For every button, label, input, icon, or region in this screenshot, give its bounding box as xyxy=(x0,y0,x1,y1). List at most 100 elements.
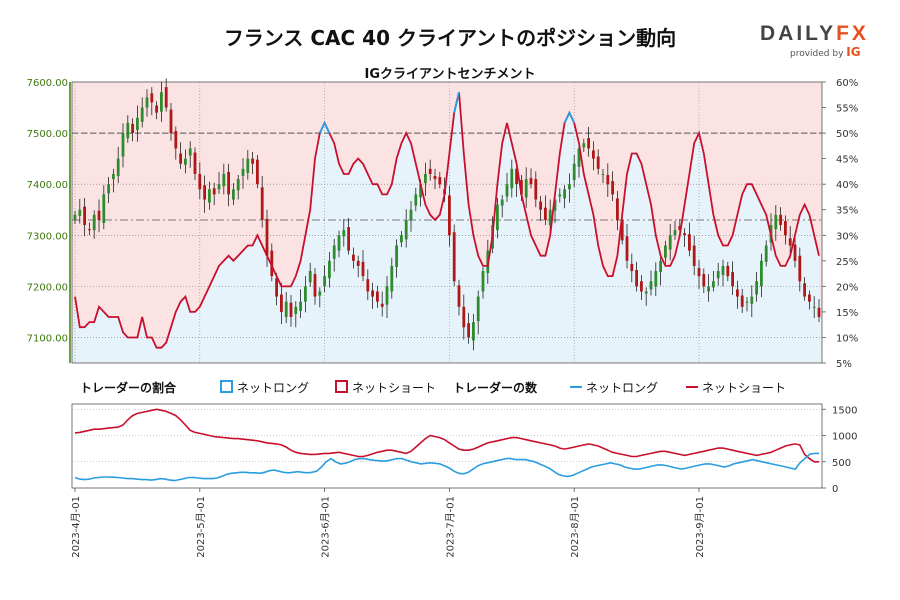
candle-body xyxy=(668,235,672,250)
candle-body xyxy=(419,184,422,198)
candle-body xyxy=(496,204,499,231)
candle-body xyxy=(131,123,134,134)
candle-body xyxy=(236,179,240,191)
candle-body xyxy=(640,281,643,292)
count-tick-label: 1000 xyxy=(832,432,857,443)
percent-tick-label: 10% xyxy=(836,333,858,344)
candle-body xyxy=(251,158,254,164)
candle-body xyxy=(457,285,461,307)
candle-body xyxy=(188,148,192,156)
legend-net-long[interactable]: ネットロング xyxy=(220,379,309,396)
legend-count-long[interactable]: ネットロング xyxy=(570,379,658,396)
legend-count-title: トレーダーの数 xyxy=(453,381,538,395)
percent-tick-label: 55% xyxy=(836,104,858,115)
candle-body xyxy=(227,171,230,195)
candle-body xyxy=(678,226,682,231)
candle-body xyxy=(121,133,125,157)
candle-body xyxy=(323,276,326,287)
candle-body xyxy=(246,158,250,173)
candle-body xyxy=(174,131,178,149)
candle-body xyxy=(284,301,288,318)
candle-body xyxy=(712,281,715,288)
candle-body xyxy=(601,173,605,175)
percent-tick-label: 25% xyxy=(836,257,858,268)
candle-body xyxy=(524,179,528,198)
date-tick-label: 2023-4月-01 xyxy=(70,496,82,558)
net-long-area xyxy=(72,92,822,363)
count-net-short-line xyxy=(74,408,819,463)
candle-body xyxy=(817,307,821,318)
candle-body xyxy=(548,209,552,226)
date-tick-label: 2023-6月-01 xyxy=(320,496,332,558)
candle-body xyxy=(342,230,346,237)
count-short-line-icon xyxy=(686,386,698,388)
candle-body xyxy=(683,233,686,236)
candle-body xyxy=(635,270,638,287)
candle-body xyxy=(116,158,120,177)
candle-body xyxy=(352,254,355,261)
candle-body xyxy=(472,322,475,341)
candle-body xyxy=(92,214,96,231)
percent-tick-label: 15% xyxy=(836,308,858,319)
candle-body xyxy=(145,97,149,108)
candle-body xyxy=(553,199,557,211)
candle-body xyxy=(198,173,202,190)
percent-tick-label: 20% xyxy=(836,282,858,293)
candle-body xyxy=(798,255,802,282)
candle-body xyxy=(366,279,370,292)
candle-body xyxy=(313,274,317,297)
candle-body xyxy=(184,158,187,165)
dailyfx-logo: DAILYFX provided by IG xyxy=(760,22,870,59)
candle-body xyxy=(337,235,341,251)
candle-body xyxy=(424,173,427,184)
candle-body xyxy=(126,122,130,139)
count-tick-label: 0 xyxy=(832,484,838,495)
candle-body xyxy=(760,260,763,287)
candle-body xyxy=(505,184,509,197)
price-tick-label: 7200.00 xyxy=(27,282,68,293)
candle-body xyxy=(774,214,778,230)
candle-body xyxy=(788,238,792,246)
candle-body xyxy=(212,188,216,195)
percent-tick-label: 60% xyxy=(836,78,858,89)
candle-body xyxy=(371,290,374,297)
legend-count-long-label: ネットロング xyxy=(586,381,659,395)
logo-main-left: DAILY xyxy=(760,22,837,45)
candle-body xyxy=(697,267,701,277)
percent-tick-label: 5% xyxy=(836,359,852,370)
candle-body xyxy=(88,229,91,231)
candle-body xyxy=(784,220,787,236)
candle-body xyxy=(620,219,624,241)
candle-body xyxy=(428,168,432,174)
candle-body xyxy=(232,189,235,200)
candle-body xyxy=(779,214,782,226)
candle-body xyxy=(140,107,144,122)
candle-body xyxy=(169,109,173,134)
candle-body xyxy=(587,138,590,149)
legend-net-short[interactable]: ネットショート xyxy=(335,379,436,396)
candle-body xyxy=(280,294,283,312)
percent-tick-label: 30% xyxy=(836,231,858,242)
candle-body xyxy=(208,189,211,203)
count-net-long-line xyxy=(74,452,819,482)
candle-body xyxy=(707,286,710,292)
count-tick-label: 500 xyxy=(832,458,851,469)
candle-body xyxy=(750,296,754,304)
candle-body xyxy=(318,291,322,296)
candle-body xyxy=(500,199,504,206)
candle-body xyxy=(803,283,806,297)
price-tick-label: 7300.00 xyxy=(27,231,68,242)
candle-body xyxy=(664,245,667,258)
legend-count-short[interactable]: ネットショート xyxy=(686,379,786,396)
candle-body xyxy=(740,295,744,307)
candle-body xyxy=(721,265,725,276)
candle-body xyxy=(294,306,298,314)
candle-body xyxy=(452,232,456,282)
candle-body xyxy=(764,245,768,262)
candle-body xyxy=(510,168,514,189)
candle-body xyxy=(217,184,221,190)
candle-body xyxy=(404,219,408,240)
chart-title: フランス CAC 40 クライアントのポジション動向 xyxy=(223,26,677,50)
candle-body xyxy=(736,289,739,297)
